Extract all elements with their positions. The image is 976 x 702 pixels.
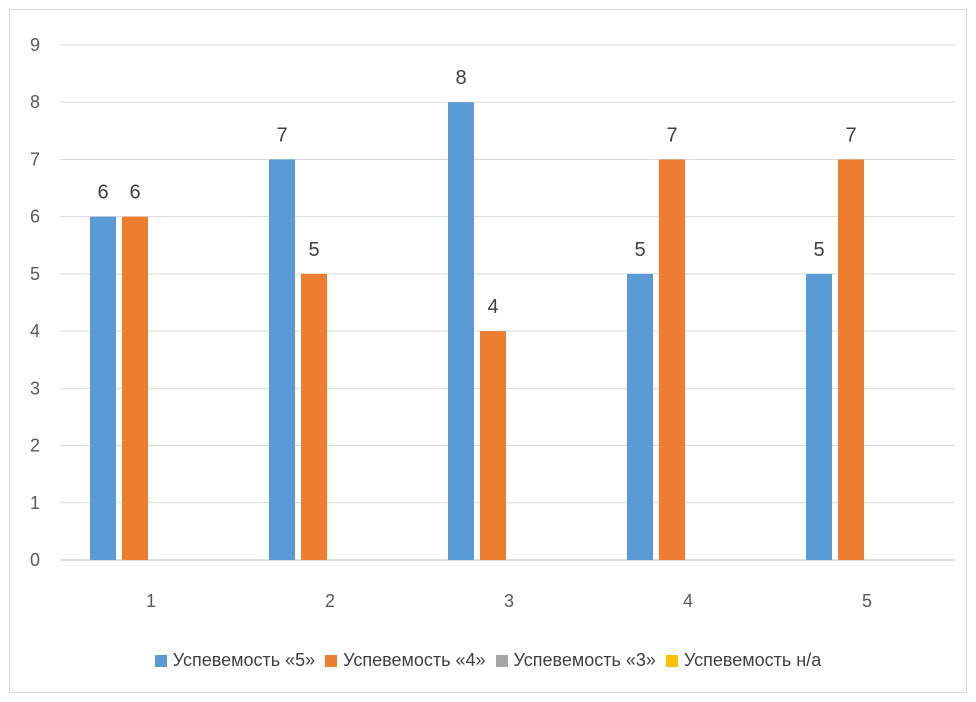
legend-item: Успевемость «3» bbox=[495, 650, 656, 671]
legend-label: Успевемость «4» bbox=[343, 650, 486, 670]
bar bbox=[301, 273, 327, 560]
data-label: 7 bbox=[666, 124, 677, 146]
legend-item: Успевемость н/а bbox=[665, 650, 822, 671]
y-tick-label: 7 bbox=[30, 149, 40, 169]
y-tick-label: 8 bbox=[30, 92, 40, 112]
y-tick-label: 0 bbox=[30, 550, 40, 570]
y-tick-label: 3 bbox=[30, 378, 40, 398]
data-label: 6 bbox=[129, 182, 140, 204]
legend-swatch bbox=[325, 654, 338, 667]
data-label: 4 bbox=[487, 296, 498, 318]
bar bbox=[90, 216, 116, 560]
data-label: 5 bbox=[634, 239, 645, 261]
legend-item: Успевемость «5» bbox=[154, 650, 316, 671]
data-label: 5 bbox=[308, 239, 319, 261]
bar bbox=[806, 273, 832, 560]
data-label: 7 bbox=[845, 124, 856, 146]
legend-swatch bbox=[495, 654, 508, 667]
bar bbox=[448, 102, 474, 560]
legend-label: Успевемость «5» bbox=[172, 650, 316, 670]
y-tick-label: 1 bbox=[30, 493, 40, 513]
legend-label: Успевемость «3» bbox=[513, 650, 656, 670]
bar bbox=[269, 159, 295, 560]
chart-legend: Успевемость «5» Успевемость «4» Успевемост… bbox=[0, 650, 976, 671]
y-tick-label: 6 bbox=[30, 207, 40, 227]
y-tick-label: 5 bbox=[30, 264, 40, 284]
y-tick-label: 9 bbox=[30, 35, 40, 55]
legend-item: Успевемость «4» bbox=[325, 650, 486, 671]
x-tick-label: 5 bbox=[862, 591, 872, 611]
x-tick-label: 1 bbox=[146, 591, 156, 611]
bar bbox=[122, 216, 148, 560]
bar bbox=[838, 159, 864, 560]
data-label: 6 bbox=[97, 182, 108, 204]
bar bbox=[659, 159, 685, 560]
data-label: 7 bbox=[276, 124, 287, 146]
legend-swatch bbox=[665, 654, 678, 667]
y-tick-label: 2 bbox=[30, 436, 40, 456]
legend-label: Успевемость н/а bbox=[683, 650, 822, 670]
x-tick-label: 2 bbox=[325, 591, 335, 611]
bar bbox=[627, 273, 653, 560]
x-tick-label: 4 bbox=[683, 591, 693, 611]
data-label: 5 bbox=[813, 239, 824, 261]
bar bbox=[480, 331, 506, 560]
y-tick-label: 4 bbox=[30, 321, 40, 341]
data-label: 8 bbox=[455, 67, 466, 89]
legend-swatch bbox=[154, 654, 167, 667]
x-tick-label: 3 bbox=[504, 591, 514, 611]
